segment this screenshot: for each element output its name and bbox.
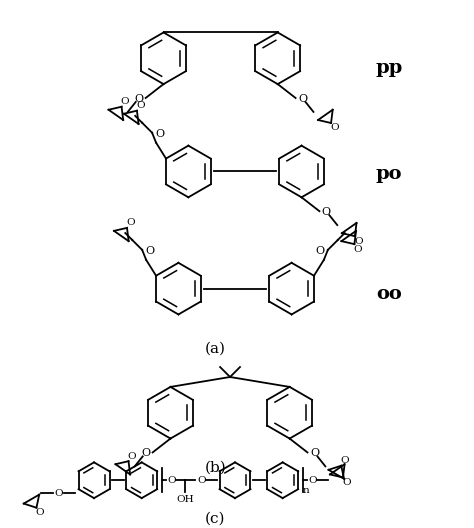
Text: O: O bbox=[121, 97, 129, 106]
Text: O: O bbox=[54, 488, 63, 498]
Text: po: po bbox=[376, 165, 402, 183]
Text: (a): (a) bbox=[205, 341, 226, 355]
Text: O: O bbox=[136, 101, 145, 110]
Text: (c): (c) bbox=[205, 512, 226, 526]
Text: O: O bbox=[354, 237, 363, 246]
Text: O: O bbox=[354, 244, 362, 253]
Text: O: O bbox=[197, 476, 206, 485]
Text: O: O bbox=[298, 94, 307, 104]
Text: (b): (b) bbox=[204, 460, 226, 474]
Text: O: O bbox=[167, 476, 176, 485]
Text: OH: OH bbox=[176, 495, 194, 504]
Text: O: O bbox=[35, 508, 44, 517]
Text: oo: oo bbox=[376, 285, 402, 303]
Text: O: O bbox=[134, 94, 143, 104]
Text: O: O bbox=[322, 207, 331, 217]
Text: n: n bbox=[303, 486, 310, 495]
Text: O: O bbox=[308, 476, 317, 485]
Text: pp: pp bbox=[375, 59, 402, 77]
Text: O: O bbox=[342, 478, 351, 487]
Text: O: O bbox=[315, 246, 325, 256]
Text: O: O bbox=[146, 246, 155, 256]
Text: O: O bbox=[141, 448, 150, 458]
Text: O: O bbox=[126, 219, 135, 228]
Text: O: O bbox=[128, 452, 136, 461]
Text: O: O bbox=[310, 448, 319, 458]
Text: O: O bbox=[155, 129, 164, 139]
Text: O: O bbox=[340, 456, 348, 465]
Text: O: O bbox=[330, 124, 339, 133]
